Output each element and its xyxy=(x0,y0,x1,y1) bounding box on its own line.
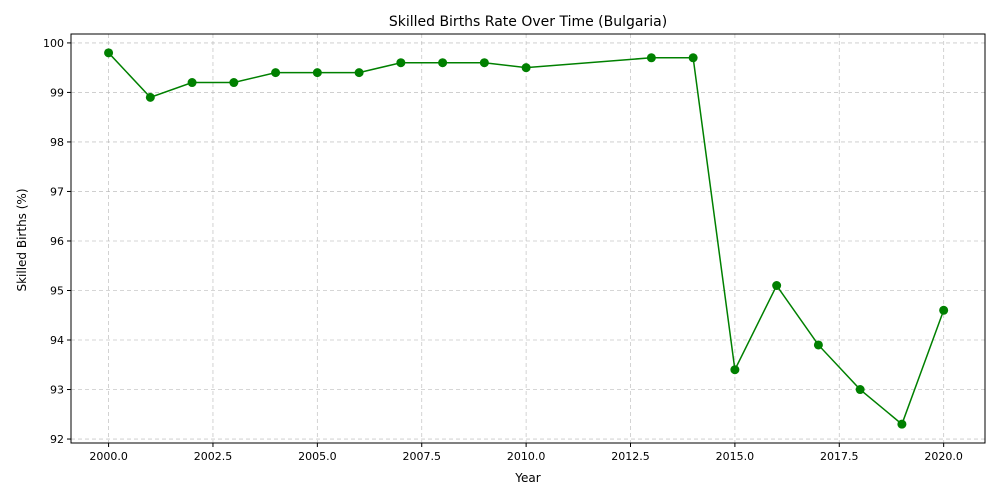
x-tick-label: 2010.0 xyxy=(507,450,546,463)
y-tick-label: 98 xyxy=(50,136,64,149)
data-point xyxy=(521,63,531,73)
chart-title: Skilled Births Rate Over Time (Bulgaria) xyxy=(389,14,667,30)
data-point xyxy=(104,48,114,58)
data-point xyxy=(396,58,406,68)
x-axis-label: Year xyxy=(514,471,540,485)
grid-lines xyxy=(71,34,985,443)
x-tick-label: 2012.5 xyxy=(611,450,650,463)
data-point xyxy=(438,58,448,68)
x-tick-label: 2020.0 xyxy=(924,450,963,463)
y-tick-label: 95 xyxy=(50,284,64,297)
data-point xyxy=(897,419,907,429)
data-point xyxy=(187,78,197,88)
x-tick-label: 2005.0 xyxy=(298,450,337,463)
y-tick-label: 100 xyxy=(43,37,64,50)
data-point xyxy=(354,68,364,78)
y-axis-label: Skilled Births (%) xyxy=(15,188,29,291)
y-tick-label: 96 xyxy=(50,235,64,248)
x-tick-label: 2015.0 xyxy=(716,450,755,463)
data-point xyxy=(855,385,865,395)
y-tick-label: 99 xyxy=(50,86,64,99)
data-point xyxy=(271,68,281,78)
data-point xyxy=(646,53,656,63)
data-point xyxy=(229,78,239,88)
x-tick-label: 2017.5 xyxy=(820,450,859,463)
x-tick-label: 2007.5 xyxy=(402,450,441,463)
x-axis-ticks: 2000.0 2002.5 2005.0 2007.5 2010.0 2012.5 2015… xyxy=(89,443,963,463)
y-tick-label: 97 xyxy=(50,185,64,198)
x-tick-label: 2000.0 xyxy=(89,450,128,463)
data-point xyxy=(939,305,949,315)
series-layer xyxy=(104,48,949,429)
data-point xyxy=(145,92,155,102)
data-point xyxy=(772,281,782,291)
data-point xyxy=(730,365,740,375)
data-point xyxy=(479,58,489,68)
y-tick-label: 92 xyxy=(50,433,64,446)
x-tick-label: 2002.5 xyxy=(194,450,233,463)
plot-frame xyxy=(70,33,986,444)
y-tick-label: 93 xyxy=(50,384,64,397)
y-axis-ticks: 92 93 94 95 96 97 98 99 100 xyxy=(43,37,71,446)
data-point xyxy=(813,340,823,350)
data-point xyxy=(688,53,698,63)
data-point xyxy=(312,68,322,78)
y-tick-label: 94 xyxy=(50,334,64,347)
